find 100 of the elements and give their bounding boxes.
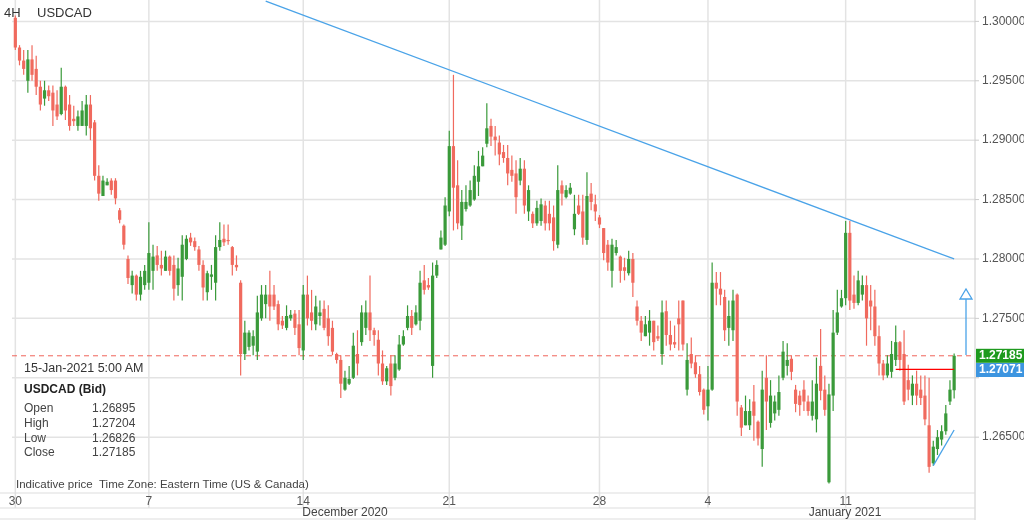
candlestick	[97, 164, 101, 202]
y-tick-label: 1.29000	[982, 132, 1024, 147]
annotation: Low	[24, 431, 47, 445]
candlestick	[618, 254, 622, 284]
candlestick	[806, 394, 810, 417]
text: January 2021	[808, 505, 882, 519]
candlestick	[34, 55, 38, 96]
ref-line-label: 1.27185	[979, 347, 1023, 362]
candlestick	[489, 118, 493, 147]
x-tick-label: 7	[145, 494, 153, 508]
y-tick-label: 1.27500	[982, 310, 1024, 325]
candlestick	[138, 270, 143, 302]
annotation: Close	[24, 445, 56, 459]
candlestick	[639, 315, 643, 342]
x-tick-label: 21	[442, 494, 457, 508]
y-tick-label: 1.26500	[982, 429, 1024, 444]
candlestick	[405, 304, 410, 331]
candlestick	[752, 384, 756, 442]
candlestick	[343, 370, 347, 392]
candlestick	[222, 223, 226, 247]
x-tick-label: 28	[592, 494, 607, 508]
x-tick-label: 30	[8, 494, 23, 508]
candlestick	[318, 299, 322, 327]
candlestick	[460, 189, 464, 241]
annotation: USDCAD (Bid)	[24, 382, 106, 396]
annotation: Time Zone: Eastern Time (US & Canada)	[99, 478, 310, 490]
candlestick	[506, 144, 510, 186]
candlestick	[122, 223, 126, 251]
candlestick	[410, 309, 414, 336]
candlestick	[677, 299, 681, 352]
candlestick	[76, 109, 80, 132]
candlestick	[80, 100, 84, 127]
candlestick	[622, 257, 627, 281]
candlestick	[718, 271, 723, 306]
candlestick	[631, 252, 635, 298]
candlestick	[798, 390, 802, 417]
candlestick	[218, 221, 222, 252]
y-tick-label: 1.30000	[982, 13, 1024, 28]
candlestick	[305, 275, 310, 327]
candlestick	[230, 245, 234, 277]
candlestick	[17, 44, 22, 66]
candlestick	[535, 200, 539, 227]
candlestick	[743, 394, 748, 426]
candlestick	[163, 250, 168, 272]
candlestick	[560, 179, 564, 207]
text: December 2020	[302, 505, 389, 519]
candlestick	[130, 270, 134, 295]
candlestick	[668, 320, 673, 352]
candlestick	[802, 379, 806, 412]
candlestick	[247, 329, 251, 352]
text: 1.27071	[979, 362, 1023, 377]
candlestick	[856, 270, 860, 306]
candlestick	[739, 404, 743, 437]
candlestick	[656, 324, 660, 342]
candlestick	[151, 244, 155, 291]
x-tick-label: 14	[296, 494, 311, 508]
annotation: 1.27185	[92, 445, 136, 459]
candlestick	[889, 340, 894, 379]
candlestick	[314, 295, 318, 331]
candlestick	[38, 80, 42, 112]
y-tick-label: 1.29500	[982, 72, 1024, 87]
candlestick	[647, 309, 652, 347]
candlestick	[205, 270, 209, 302]
candlestick	[264, 284, 268, 319]
y-tick-label: 1.28000	[982, 251, 1024, 266]
candlestick	[664, 299, 668, 347]
candlestick	[635, 299, 639, 327]
candlestick	[42, 80, 47, 107]
candlestick	[514, 159, 518, 215]
candlestick	[539, 197, 543, 227]
candlestick	[126, 254, 130, 285]
candlestick	[910, 374, 915, 406]
candlestick	[785, 342, 789, 376]
candlestick	[727, 299, 731, 347]
candlestick	[810, 379, 814, 422]
candlestick	[672, 324, 677, 349]
candlestick	[714, 271, 718, 306]
candlestick	[309, 289, 314, 331]
candlestick	[347, 365, 351, 386]
candlestick	[297, 309, 301, 356]
annotation: Indicative price	[16, 478, 93, 490]
candlestick	[551, 204, 556, 252]
y-tick-label: 1.28500	[982, 191, 1024, 206]
candlestick	[652, 320, 656, 352]
chart-title: USDCAD	[37, 5, 92, 20]
candlestick	[944, 404, 948, 436]
candlestick	[572, 194, 577, 236]
candlestick	[860, 275, 864, 302]
annotation: 15-Jan-2021 5:00 AM	[24, 361, 144, 375]
x-tick-label: 4	[704, 494, 712, 508]
annotation: Open	[24, 401, 54, 415]
candlestick	[155, 245, 159, 272]
candlestick	[385, 365, 389, 386]
candlestick	[26, 49, 30, 94]
candlestick	[940, 424, 944, 447]
candlestick	[276, 299, 280, 331]
candlestick	[330, 320, 335, 356]
annotation: 1.27204	[92, 416, 136, 430]
chart-subtitle: 4H	[4, 5, 21, 20]
candlestick	[793, 384, 798, 413]
